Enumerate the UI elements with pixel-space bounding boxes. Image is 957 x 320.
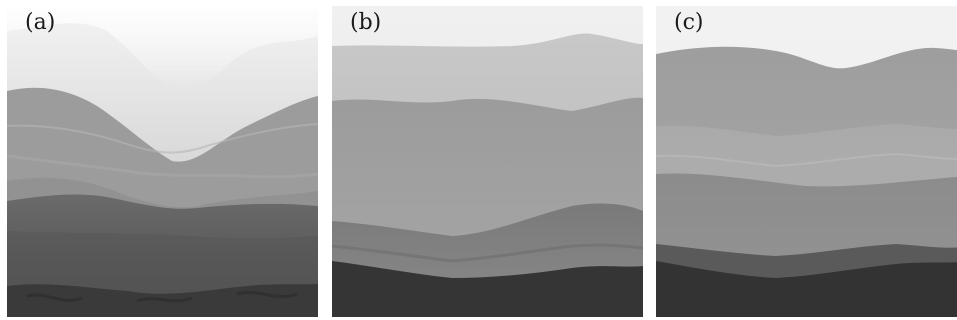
panel-b-image — [332, 6, 643, 317]
panel-a: (a) — [7, 6, 318, 317]
panel-a-image — [7, 6, 318, 317]
panel-a-label: (a) — [25, 10, 56, 35]
panel-b-label: (b) — [350, 10, 382, 35]
panel-c-image — [656, 6, 957, 317]
panel-c-label: (c) — [674, 10, 704, 35]
panel-b: (b) — [332, 6, 643, 317]
panel-c: (c) — [656, 6, 957, 317]
